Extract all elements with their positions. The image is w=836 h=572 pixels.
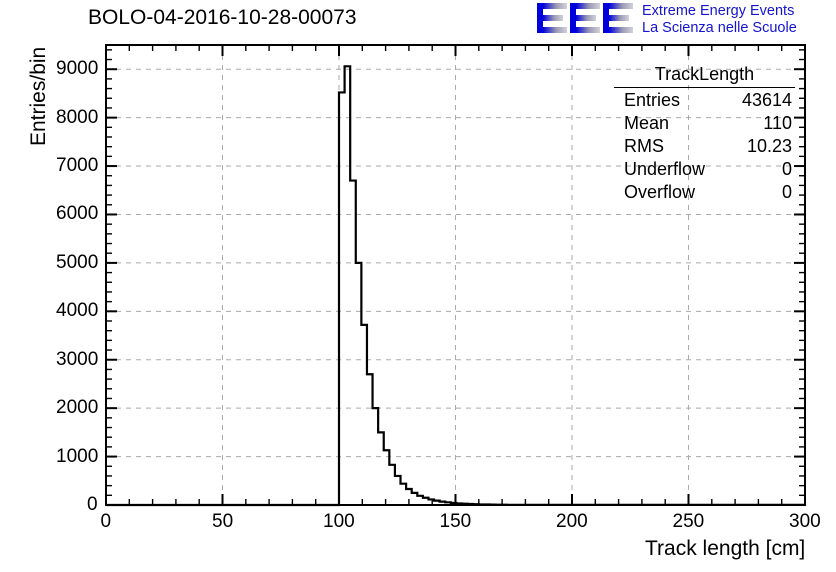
- y-axis-tick-label: 2000: [56, 397, 99, 419]
- x-axis-tick-label: 150: [439, 511, 472, 532]
- eee-bar-bottom: [543, 27, 567, 33]
- y-axis-tick-label: 3000: [56, 348, 99, 370]
- page-title: BOLO-04-2016-10-28-00073: [88, 6, 357, 29]
- y-axis-tick-label: 5000: [56, 251, 99, 273]
- eee-bar-bottom: [576, 27, 600, 33]
- eee-stem: [537, 3, 543, 33]
- stats-row-value: 0: [781, 182, 792, 202]
- eee-letter-icon: [570, 3, 600, 33]
- eee-logo-line2: La Scienza nelle Scuole: [642, 19, 797, 36]
- stats-title: TrackLength: [614, 64, 795, 88]
- stats-row: Entries 43614: [612, 89, 797, 112]
- x-axis-tick-label: 200: [556, 511, 588, 532]
- stats-row-value: 10.23: [746, 136, 792, 156]
- stats-row-value: 43614: [741, 90, 792, 110]
- y-axis-title: Entries/bin: [27, 46, 50, 146]
- stats-row: Underflow 0: [612, 158, 797, 181]
- eee-stem: [570, 3, 576, 33]
- y-axis-tick-label: 0: [87, 494, 98, 515]
- x-axis-title: Track length [cm]: [645, 537, 806, 560]
- stats-row-value: 110: [763, 113, 792, 133]
- eee-bar-mid: [543, 15, 563, 21]
- eee-logo-mark: [537, 3, 633, 33]
- eee-logo-line1: Extreme Energy Events: [642, 3, 795, 19]
- y-axis-tick-label: 9000: [56, 58, 99, 80]
- eee-bar-top: [576, 3, 600, 9]
- eee-bar-top: [543, 3, 567, 9]
- stats-row: RMS 10.23: [612, 135, 797, 158]
- x-axis-tick-label: 50: [212, 511, 234, 532]
- eee-bar-top: [609, 3, 633, 9]
- stats-row-key: Overflow: [624, 182, 696, 202]
- stats-row: Mean 110: [612, 112, 797, 135]
- eee-bar-mid: [609, 15, 629, 21]
- y-axis-tick-label: 1000: [56, 445, 99, 467]
- y-axis-tick-label: 8000: [56, 106, 99, 128]
- eee-logo: Extreme Energy Events La Scienza nelle S…: [537, 2, 797, 36]
- x-axis-tick-label: 250: [672, 511, 705, 532]
- stats-row-key: Underflow: [624, 159, 706, 179]
- y-axis-tick-label: 7000: [56, 155, 99, 177]
- x-axis-tick-label: 100: [323, 511, 355, 532]
- eee-logo-text: Extreme Energy Events La Scienza nelle S…: [642, 2, 797, 36]
- eee-stem: [603, 3, 609, 33]
- stats-row-key: Mean: [624, 113, 670, 133]
- y-axis-tick-label: 4000: [56, 300, 99, 322]
- y-axis-tick-label: 6000: [56, 203, 99, 225]
- statistics-box: TrackLength Entries 43614 Mean 110 RMS 10.23 U…: [612, 64, 797, 204]
- eee-letter-icon: [603, 3, 633, 33]
- eee-bar-bottom: [609, 27, 633, 33]
- eee-bar-mid: [576, 15, 596, 21]
- stats-row: Overflow 0: [612, 181, 797, 204]
- x-axis-tick-label: 0: [100, 511, 112, 532]
- stats-rows: Entries 43614 Mean 110 RMS 10.23 Underflow 0 Ove…: [612, 89, 797, 204]
- stats-row-key: RMS: [624, 136, 664, 156]
- eee-letter-icon: [537, 3, 567, 33]
- x-axis-tick-label: 300: [789, 511, 821, 532]
- stats-row-key: Entries: [624, 90, 681, 110]
- stats-row-value: 0: [781, 159, 792, 179]
